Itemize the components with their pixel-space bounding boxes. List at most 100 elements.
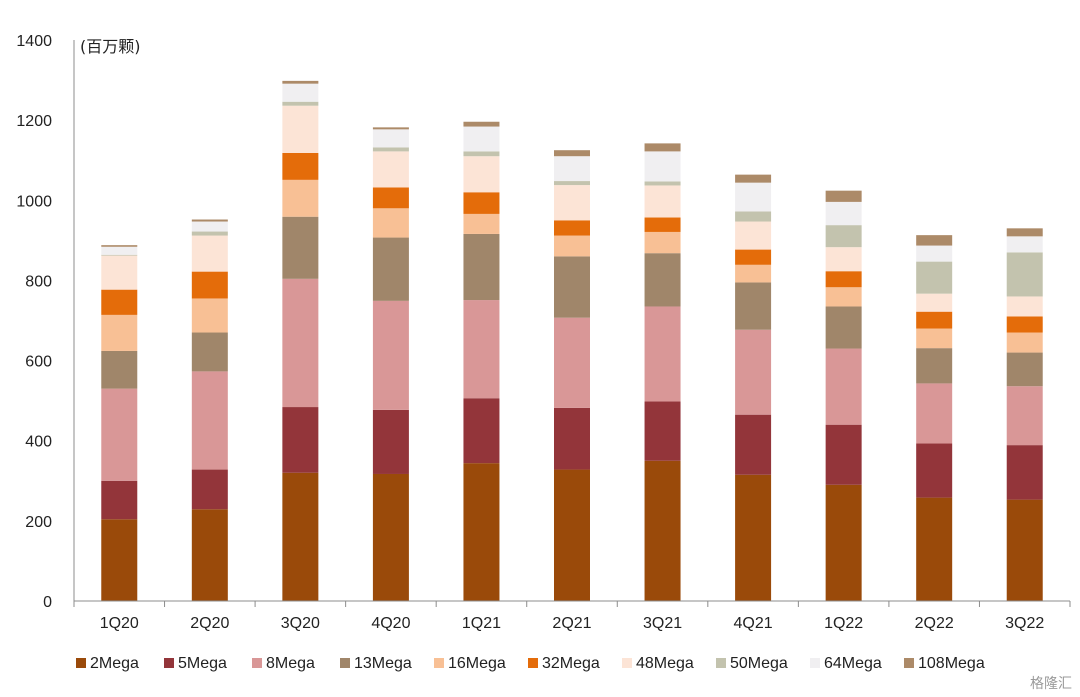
bar-segment-16mega [463,213,500,234]
legend-swatch [904,658,914,668]
legend-item-2mega: 2Mega [76,655,139,672]
bar-stack-3q22 [1006,228,1043,601]
bar-segment-108mega [1006,228,1043,237]
bar-segment-13mega [101,350,138,389]
bar-segment-5mega [101,480,138,520]
y-tick-label: 0 [43,594,52,611]
bar-segment-48mega [372,151,409,188]
bar-segment-5mega [372,409,409,474]
bar-segment-48mega [463,156,500,193]
bar-stacks [101,80,1043,601]
bar-segment-13mega [282,216,319,279]
x-category-label: 3Q20 [281,615,320,632]
bar-stack-1q22 [825,190,862,601]
bar-segment-50mega [101,254,138,256]
legend-swatch [716,658,726,668]
bar-segment-5mega [282,407,319,473]
bar-segment-32mega [101,289,138,315]
legend-item-64mega: 64Mega [810,655,882,672]
bar-segment-5mega [191,469,228,510]
bar-segment-5mega [916,443,953,498]
bar-segment-16mega [372,208,409,238]
y-axis-unit-label: (百万颗) [80,37,141,56]
bar-segment-2mega [916,497,953,601]
bar-segment-108mega [191,219,228,222]
bar-segment-2mega [554,469,590,601]
bar-segment-64mega [463,126,500,152]
bar-segment-2mega [372,473,409,601]
bar-segment-32mega [825,271,862,288]
legend-label: 2Mega [90,655,139,672]
bar-stack-2q21 [554,150,590,601]
legend-label: 50Mega [730,655,788,672]
legend-item-50mega: 50Mega [716,655,788,672]
legend-label: 48Mega [636,655,694,672]
y-tick-label: 400 [25,434,52,451]
bar-segment-108mega [916,235,953,246]
bar-segment-32mega [916,311,953,329]
legend-swatch [340,658,350,668]
bar-segment-8mega [463,300,500,399]
bar-segment-2mega [735,474,772,601]
bar-segment-64mega [191,221,228,232]
bar-segment-50mega [825,225,862,248]
legend: 2Mega 5Mega 8Mega 13Mega 16Mega 32Mega 48Mega 5… [76,655,985,672]
bar-segment-13mega [372,237,409,301]
bar-segment-16mega [1006,332,1043,353]
legend-label: 5Mega [178,655,227,672]
bar-segment-108mega [101,245,138,247]
bar-segment-108mega [554,150,590,157]
x-category-label: 3Q21 [643,615,682,632]
bar-segment-108mega [735,174,772,183]
bar-segment-32mega [644,217,681,232]
bar-stack-3q20 [282,80,319,601]
bar-stack-2q22 [916,235,953,601]
y-tick-label: 1400 [16,33,52,50]
y-axis-ticks: 0 200 400 600 800 1000 1200 1400 [16,33,52,611]
bar-segment-16mega [101,314,138,351]
bar-segment-50mega [916,261,953,294]
legend-label: 64Mega [824,655,882,672]
bar-segment-16mega [191,298,228,333]
bar-segment-64mega [554,156,590,182]
x-category-label: 4Q21 [734,615,773,632]
bar-segment-16mega [735,264,772,283]
bar-segment-50mega [735,211,772,222]
legend-swatch [622,658,632,668]
bar-segment-8mega [554,317,590,408]
legend-swatch [434,658,444,668]
bar-segment-5mega [1006,445,1043,500]
x-axis-category-labels: 1Q20 2Q20 3Q20 4Q20 1Q21 2Q21 3Q21 4Q21 1Q22 2Q22… [100,615,1045,632]
bar-segment-5mega [735,414,772,475]
bar-stack-3q21 [644,143,681,601]
bar-segment-108mega [372,127,409,130]
bar-segment-48mega [101,255,138,290]
legend-label: 108Mega [918,655,985,672]
legend-swatch [164,658,174,668]
bar-segment-8mega [735,329,772,415]
x-category-label: 2Q22 [915,615,954,632]
bar-segment-13mega [191,332,228,372]
legend-swatch [810,658,820,668]
bar-segment-2mega [101,519,138,601]
legend-item-5mega: 5Mega [164,655,227,672]
legend-item-108mega: 108Mega [904,655,985,672]
x-category-label: 1Q21 [462,615,501,632]
bar-stack-1q21 [463,121,500,601]
bar-segment-8mega [916,383,953,444]
bar-segment-2mega [463,463,500,601]
bar-stack-2q20 [191,219,228,601]
bar-segment-64mega [1006,236,1043,253]
bar-segment-64mega [372,129,409,148]
bar-segment-64mega [101,246,138,255]
bar-segment-64mega [825,201,862,226]
legend-label: 32Mega [542,655,600,672]
bar-segment-50mega [463,151,500,157]
bar-segment-50mega [554,181,590,186]
bar-segment-13mega [554,256,590,318]
bar-segment-16mega [282,179,319,217]
bar-segment-108mega [644,143,681,152]
bar-segment-8mega [644,306,681,402]
watermark-logo: 格隆汇 [1030,676,1072,692]
